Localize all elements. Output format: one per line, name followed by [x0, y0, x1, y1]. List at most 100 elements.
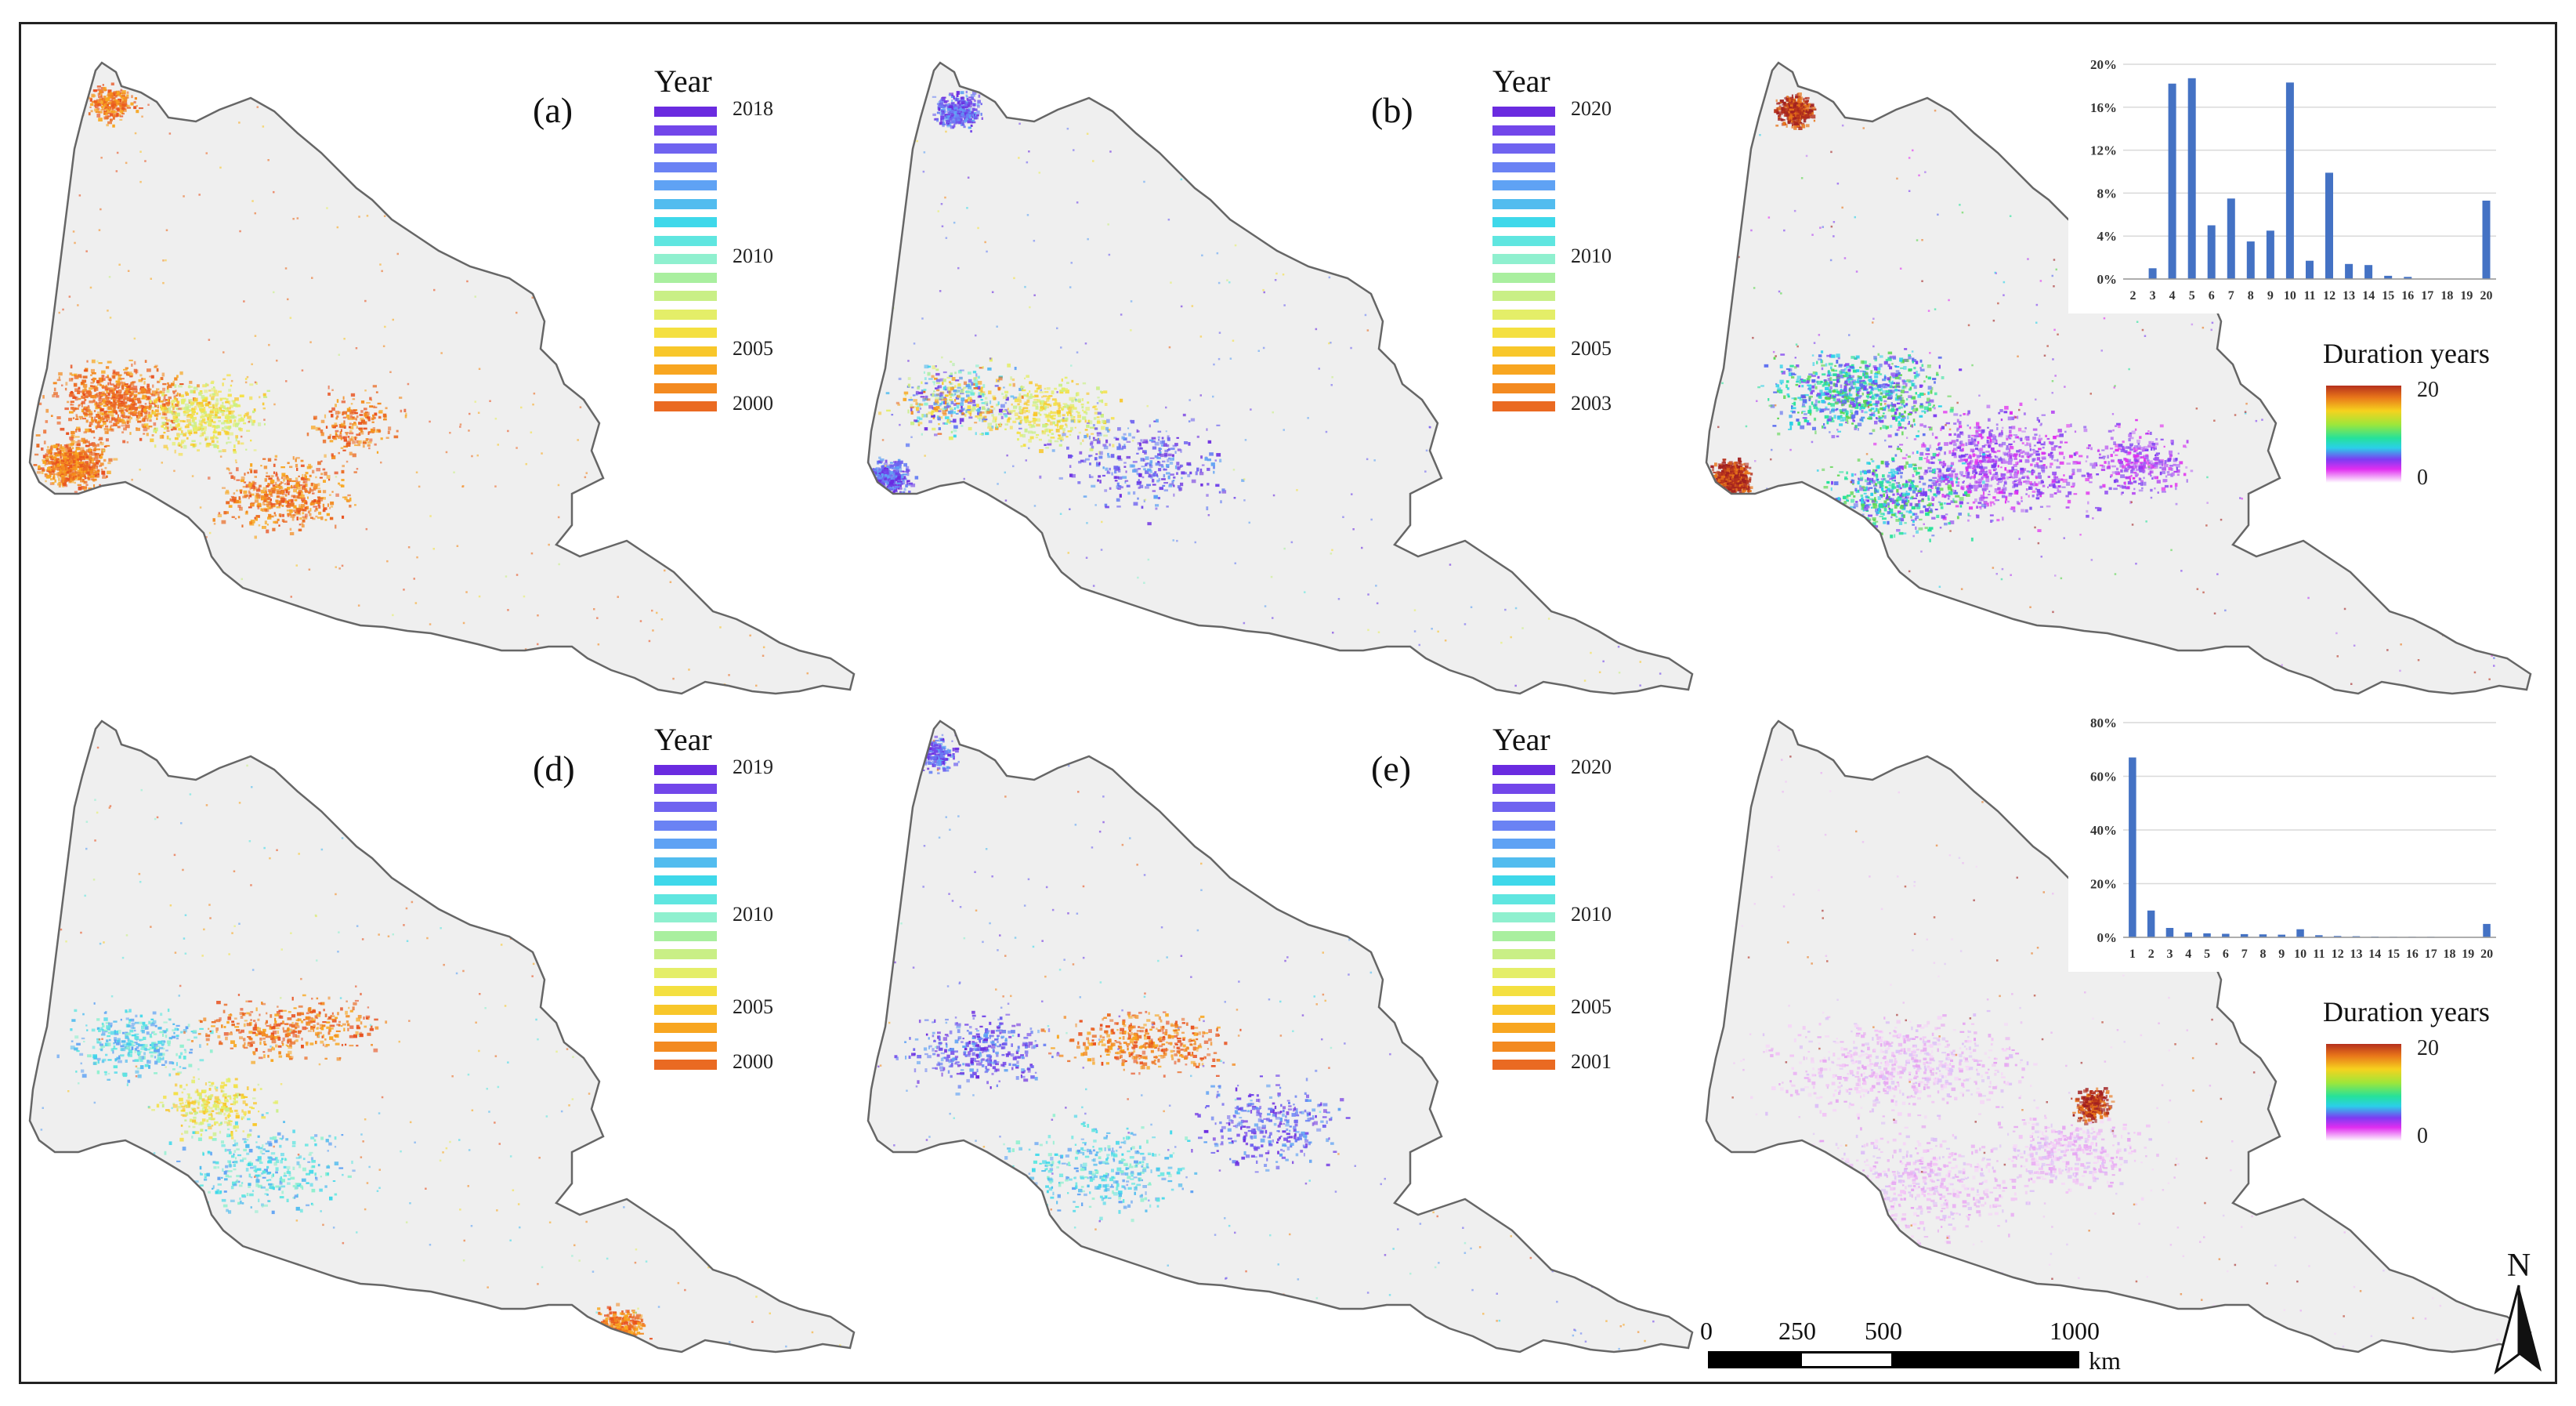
- histogram-c: 0% 4% 8% 12% 16% 20% 2 3 4 5 6 7 8 9 10 11 12 13 14 15 16 17 1…: [2068, 55, 2507, 317]
- basin-area: [868, 63, 1692, 694]
- basin-outline: [867, 61, 1694, 695]
- year-legend-swatch: [654, 107, 717, 117]
- histogram-bar: [2129, 757, 2136, 937]
- y-tick-label: 80%: [2090, 716, 2117, 730]
- year-legend-swatch: [1492, 235, 1555, 246]
- x-tick-label: 10: [2284, 289, 2296, 303]
- x-tick-label: 8: [2260, 948, 2267, 961]
- year-legend-swatch: [654, 857, 717, 868]
- year-legend-b: Year 2020 2010 2005 2003: [1492, 63, 1634, 502]
- histogram-bar: [2384, 275, 2393, 279]
- histogram-bar: [2168, 83, 2176, 279]
- x-tick-label: 18: [2440, 289, 2453, 303]
- histogram-bar: [2222, 933, 2230, 937]
- year-legend-title: Year: [654, 722, 712, 757]
- year-legend-e: Year 2020 2010 2005 2001: [1492, 721, 1634, 1160]
- panel-b: (b) Year 2020 2010 2005 2003: [862, 55, 1700, 713]
- x-tick-label: 20: [2480, 948, 2493, 961]
- year-legend-swatch: [654, 346, 717, 357]
- year-legend-tick: 2010: [1571, 245, 1612, 267]
- north-arrow-icon: N: [2491, 1246, 2546, 1383]
- year-legend-swatch: [1492, 930, 1555, 941]
- year-legend-swatch: [654, 1060, 717, 1070]
- basin-area: [30, 63, 854, 694]
- year-legend-swatch: [654, 291, 717, 301]
- north-label: N: [2507, 1248, 2531, 1284]
- histogram-bar: [2364, 265, 2373, 279]
- x-tick-label: 12: [2323, 289, 2335, 303]
- year-legend-swatch: [1492, 1060, 1555, 1070]
- year-legend-swatch: [654, 180, 717, 190]
- year-legend-tick: 2010: [733, 245, 773, 267]
- year-legend-swatch: [654, 949, 717, 959]
- x-tick-label: 15: [2382, 289, 2394, 303]
- year-legend-a: Year 2018 2010 2005 2000: [654, 63, 795, 502]
- histogram-bar: [2240, 933, 2249, 937]
- y-tick-label: 60%: [2090, 770, 2117, 785]
- year-legend-tick: 2020: [1571, 756, 1612, 778]
- x-tick-label: 6: [2223, 948, 2229, 961]
- histogram-bar: [2306, 260, 2314, 279]
- year-legend-swatch: [654, 272, 717, 283]
- year-legend-swatch: [654, 930, 717, 941]
- duration-legend-c: Duration years 20 0: [2323, 337, 2527, 509]
- year-legend-tick: 2010: [1571, 903, 1612, 926]
- year-legend-swatch: [1492, 346, 1555, 357]
- x-tick-label: 14: [2362, 289, 2375, 303]
- year-legend-tick: 2010: [733, 903, 773, 926]
- year-legend-tick: 2005: [733, 995, 773, 1018]
- year-legend-tick: 2019: [733, 756, 773, 778]
- y-tick-label: 20%: [2090, 877, 2117, 892]
- year-legend-swatch: [1492, 401, 1555, 411]
- year-legend-tick: 2018: [733, 97, 773, 120]
- year-legend-swatch: [1492, 820, 1555, 831]
- y-tick-label: 0%: [2097, 930, 2118, 945]
- x-tick-label: 18: [2444, 948, 2456, 961]
- x-tick-label: 6: [2209, 289, 2215, 303]
- histogram-bar: [2165, 928, 2174, 937]
- year-legend-swatch: [654, 893, 717, 904]
- year-legend-swatch: [654, 986, 717, 996]
- histogram-bar: [2259, 934, 2267, 937]
- year-legend-swatch: [654, 1041, 717, 1052]
- year-legend-swatch: [1492, 949, 1555, 959]
- x-tick-label: 19: [2462, 948, 2474, 961]
- year-legend-swatch: [1492, 893, 1555, 904]
- y-tick-label: 4%: [2097, 229, 2118, 244]
- year-legend-swatch: [1492, 802, 1555, 812]
- year-legend-swatch: [654, 802, 717, 812]
- x-tick-label: 14: [2368, 948, 2381, 961]
- histogram-chart: 0% 4% 8% 12% 16% 20% 2 3 4 5 6 7 8 9 10 11 12 13 14 15 16 17 1…: [2068, 55, 2507, 313]
- year-legend-tick: 2020: [1571, 97, 1612, 120]
- scale-segment-2: [1800, 1351, 1894, 1368]
- histogram-bar: [2203, 933, 2211, 937]
- year-legend-tick: 2001: [1571, 1050, 1612, 1073]
- year-legend-swatch: [1492, 783, 1555, 794]
- year-legend-swatch: [654, 1004, 717, 1015]
- histogram-bar: [2148, 268, 2157, 279]
- duration-gradient: [2326, 386, 2401, 483]
- year-legend-swatch: [1492, 309, 1555, 320]
- duration-gradient: [2326, 1044, 2401, 1141]
- histogram-chart: 0%20%40%60%80%1 2 3 4 5 6 7 8 9 10 11 12 13 14 15 16 17 1…: [2068, 713, 2507, 972]
- y-tick-label: 8%: [2097, 186, 2118, 201]
- x-tick-label: 19: [2460, 289, 2473, 303]
- year-legend-swatch: [1492, 291, 1555, 301]
- year-legend-swatch: [1492, 161, 1555, 172]
- year-legend-swatch: [1492, 198, 1555, 209]
- y-tick-label: 40%: [2090, 823, 2117, 838]
- basin-map-d: [28, 719, 856, 1353]
- year-legend-swatch: [1492, 857, 1555, 868]
- panel-e: (e) Year 2020 2010 2005 2001: [862, 713, 1700, 1372]
- panel-label-e: (e): [1371, 748, 1412, 788]
- year-legend-swatch: [654, 309, 717, 320]
- x-tick-label: 20: [2480, 289, 2493, 303]
- x-tick-label: 12: [2332, 948, 2344, 961]
- year-legend-title: Year: [1492, 722, 1550, 757]
- x-tick-label: 3: [2167, 948, 2173, 961]
- basin-map-b: [867, 61, 1694, 695]
- x-tick-label: 5: [2189, 289, 2195, 303]
- basin-map-c: [1705, 61, 2532, 695]
- x-tick-label: 9: [2267, 289, 2274, 303]
- year-legend-swatch: [654, 125, 717, 136]
